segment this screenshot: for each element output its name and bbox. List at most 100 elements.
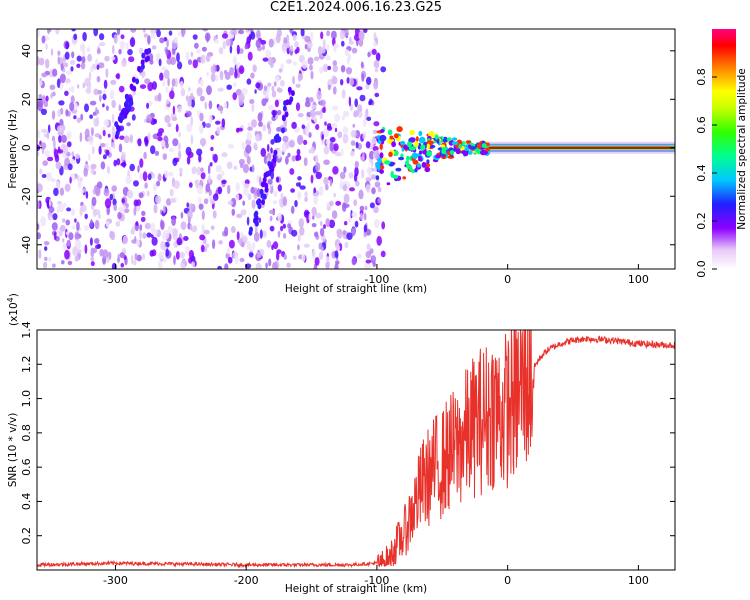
x-tick-label: 0 xyxy=(504,574,511,587)
noise-blob xyxy=(67,163,73,171)
noise-blob xyxy=(144,182,148,189)
noise-blob xyxy=(167,171,174,177)
noise-blob xyxy=(203,229,210,235)
noise-blob xyxy=(373,81,379,90)
noise-blob xyxy=(48,206,55,214)
noise-blob xyxy=(63,202,67,208)
noise-blob xyxy=(374,181,381,188)
spectrogram-frame xyxy=(36,28,676,270)
noise-blob xyxy=(192,34,198,40)
noise-blob xyxy=(336,228,343,239)
noise-blob xyxy=(189,223,193,231)
noise-blob xyxy=(163,229,170,240)
noise-blob xyxy=(314,257,320,266)
noise-blob xyxy=(286,59,292,64)
noise-blob xyxy=(369,202,375,209)
noise-blob xyxy=(57,146,61,153)
transition-blob xyxy=(393,133,399,139)
noise-blob xyxy=(142,253,146,260)
noise-blob xyxy=(95,116,100,127)
noise-blob xyxy=(285,155,289,165)
noise-blob xyxy=(199,234,206,241)
noise-blob xyxy=(137,138,142,147)
noise-blob xyxy=(37,183,43,193)
noise-blob xyxy=(365,141,371,149)
noise-blob xyxy=(168,30,173,36)
noise-blob xyxy=(96,76,101,83)
noise-blob xyxy=(180,221,187,231)
noise-blob xyxy=(307,122,310,132)
noise-blob xyxy=(37,232,41,240)
noise-blob xyxy=(44,256,48,261)
noise-blob xyxy=(176,52,180,63)
noise-blob xyxy=(208,100,213,110)
noise-blob xyxy=(44,150,50,158)
noise-blob xyxy=(126,189,134,199)
noise-blob xyxy=(374,218,380,229)
noise-blob xyxy=(334,127,338,133)
transition-blob xyxy=(449,150,455,155)
noise-blob xyxy=(57,109,61,118)
noise-blob xyxy=(353,173,358,182)
noise-blob xyxy=(52,68,58,77)
noise-blob xyxy=(196,49,201,54)
noise-blob xyxy=(234,255,239,265)
noise-blob xyxy=(118,206,124,213)
noise-blob xyxy=(119,252,125,259)
noise-blob xyxy=(265,92,269,99)
noise-blob xyxy=(196,166,201,176)
noise-blob xyxy=(65,41,70,50)
noise-blob xyxy=(234,71,238,79)
noise-blob xyxy=(370,137,377,145)
noise-blob xyxy=(37,129,41,139)
noise-blob xyxy=(152,183,158,191)
noise-blob xyxy=(41,174,47,178)
noise-blob xyxy=(157,260,163,269)
noise-blob xyxy=(199,78,204,87)
noise-blob xyxy=(277,230,281,238)
noise-blob xyxy=(76,117,81,124)
noise-blob xyxy=(118,143,123,153)
noise-blob xyxy=(304,44,308,50)
noise-blob xyxy=(205,183,211,193)
colorbar-ticks: 0.0 0.2 0.4 0.6 0.8 xyxy=(695,68,717,278)
noise-blob xyxy=(103,79,108,90)
transition-blob xyxy=(379,134,387,142)
noise-blob xyxy=(90,219,93,228)
noise-blob xyxy=(323,177,329,185)
noise-blob xyxy=(238,158,245,166)
noise-blob xyxy=(96,109,100,115)
noise-blob xyxy=(154,150,160,156)
noise-blob xyxy=(38,57,45,66)
noise-blob xyxy=(166,58,173,65)
noise-blob xyxy=(249,99,255,104)
noise-blob xyxy=(277,212,282,222)
noise-blob xyxy=(198,196,202,205)
streak-blob xyxy=(264,186,269,193)
noise-blob xyxy=(187,151,194,158)
noise-blob xyxy=(56,78,61,89)
noise-blob xyxy=(308,213,312,221)
noise-blob xyxy=(310,174,314,184)
noise-blob xyxy=(205,243,210,249)
noise-blob xyxy=(95,186,101,197)
noise-blob xyxy=(130,29,137,33)
noise-blob xyxy=(277,148,282,159)
noise-blob xyxy=(157,136,163,142)
noise-blob xyxy=(274,99,279,108)
noise-blob xyxy=(374,92,380,98)
streak-blob xyxy=(131,76,136,83)
noise-blob xyxy=(129,134,133,144)
noise-blob xyxy=(365,177,372,182)
noise-blob xyxy=(140,216,146,222)
noise-blob xyxy=(146,102,150,109)
noise-blob xyxy=(290,44,294,52)
noise-blob xyxy=(90,256,94,262)
noise-blob xyxy=(324,55,331,61)
noise-blob xyxy=(37,98,44,108)
noise-blob xyxy=(198,203,204,210)
transition-blob xyxy=(377,166,381,171)
noise-blob xyxy=(190,134,194,145)
noise-blob xyxy=(345,67,353,75)
noise-blob xyxy=(79,132,83,143)
